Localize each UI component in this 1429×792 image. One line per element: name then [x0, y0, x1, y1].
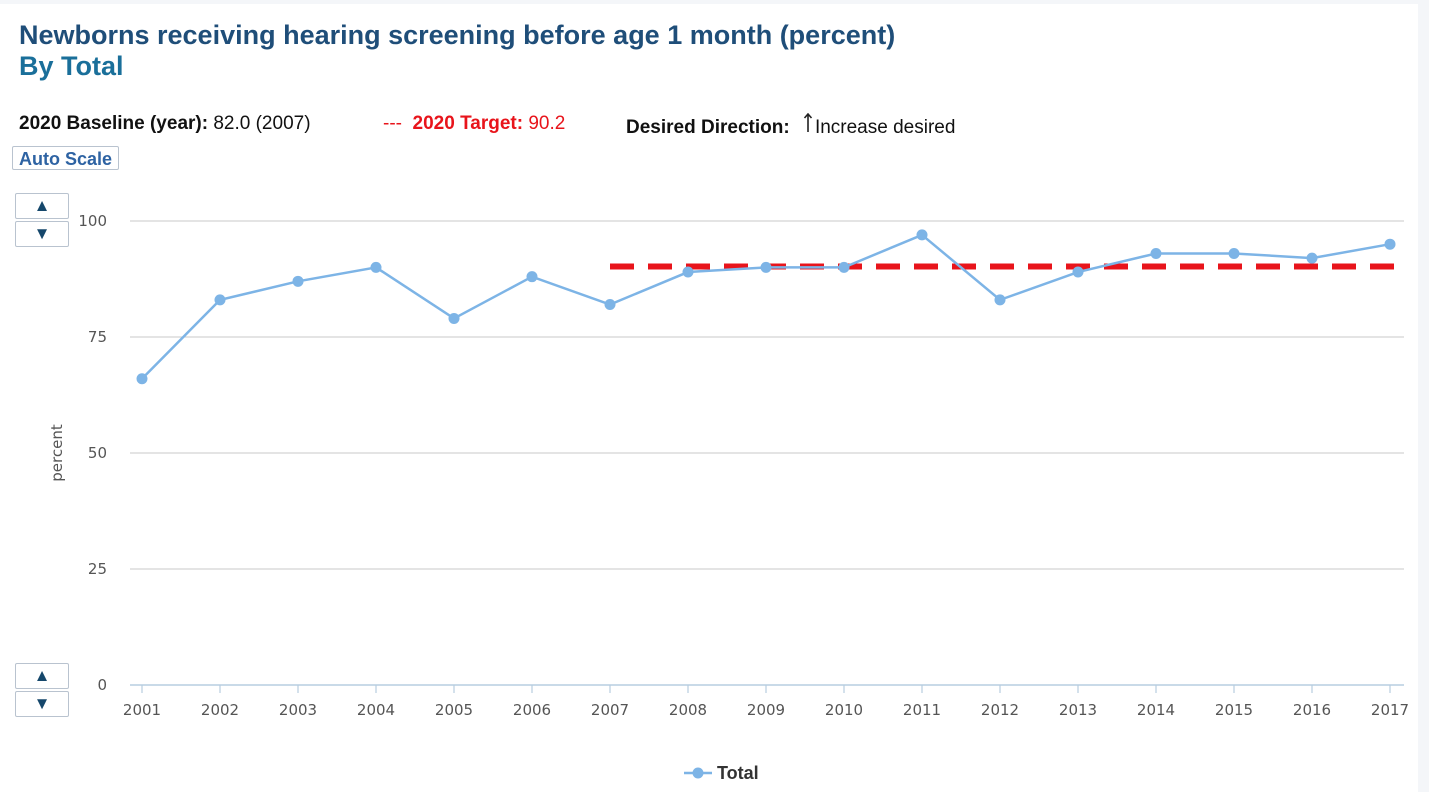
data-point [604, 299, 616, 311]
data-point [1306, 252, 1318, 264]
baseline-value: 82.0 (2007) [213, 113, 311, 134]
y-tick-label: 25 [88, 560, 107, 578]
x-tick-label: 2011 [903, 701, 941, 719]
x-tick-label: 2017 [1371, 701, 1409, 719]
data-point [1384, 238, 1396, 250]
x-tick-label: 2013 [1059, 701, 1097, 719]
direction-label: Desired Direction: [626, 117, 790, 138]
triangle-down-icon: ▼ [33, 694, 51, 713]
x-tick-label: 2009 [747, 701, 785, 719]
x-tick-label: 2010 [825, 701, 863, 719]
desired-direction: Desired Direction: Increase desired [626, 112, 956, 139]
y-tick-label: 50 [88, 444, 107, 462]
target-info: --- 2020 Target: 90.2 [383, 113, 565, 135]
top-scale-up-button[interactable]: ▲ [15, 193, 69, 219]
x-tick-label: 2006 [513, 701, 551, 719]
data-point [916, 229, 928, 241]
auto-scale-button[interactable]: Auto Scale [12, 146, 120, 170]
x-tick-label: 2008 [669, 701, 707, 719]
data-point [136, 373, 148, 385]
chart-panel [0, 4, 1418, 792]
x-tick-label: 2003 [279, 701, 317, 719]
x-tick-label: 2002 [201, 701, 239, 719]
data-point [682, 266, 694, 278]
data-point [292, 275, 304, 287]
direction-value: Increase desired [814, 117, 956, 138]
data-point [1150, 247, 1162, 259]
target-dash-marker: --- [383, 113, 402, 134]
data-point [370, 261, 382, 273]
x-tick-label: 2012 [981, 701, 1019, 719]
data-point [214, 294, 226, 306]
bottom-scale-down-button[interactable]: ▼ [15, 691, 69, 717]
x-tick-label: 2014 [1137, 701, 1175, 719]
target-value: 90.2 [528, 113, 566, 134]
arrow-up-icon [803, 112, 813, 139]
bottom-scale-up-button[interactable]: ▲ [15, 663, 69, 689]
y-tick-label: 75 [88, 328, 107, 346]
y-tick-label: 0 [97, 676, 107, 694]
data-point [1072, 266, 1084, 278]
x-tick-label: 2004 [357, 701, 395, 719]
x-tick-label: 2001 [123, 701, 161, 719]
baseline-info: 2020 Baseline (year): 82.0 (2007) [19, 113, 311, 135]
series-line-total [141, 233, 1391, 380]
x-tick-label: 2015 [1215, 701, 1253, 719]
target-label: 2020 Target: [412, 113, 524, 134]
data-point [448, 312, 460, 324]
chart-subtitle: By Total [19, 51, 124, 81]
data-point [760, 261, 772, 273]
data-point [838, 261, 850, 273]
x-tick-label: 2016 [1293, 701, 1331, 719]
y-axis-label: percent [48, 424, 66, 482]
legend-marker [692, 767, 704, 779]
legend-label-total[interactable]: Total [717, 763, 759, 783]
top-scale-down-button[interactable]: ▼ [15, 221, 69, 247]
x-tick-label: 2007 [591, 701, 629, 719]
data-point [994, 294, 1006, 306]
triangle-up-icon: ▲ [33, 666, 51, 685]
triangle-up-icon: ▲ [33, 196, 51, 215]
y-tick-label: 100 [78, 212, 107, 230]
baseline-label: 2020 Baseline (year): [19, 113, 209, 134]
data-point [526, 271, 538, 283]
data-point [1228, 247, 1240, 259]
triangle-down-icon: ▼ [33, 224, 51, 243]
chart-title: Newborns receiving hearing screening bef… [19, 20, 896, 50]
x-tick-label: 2005 [435, 701, 473, 719]
